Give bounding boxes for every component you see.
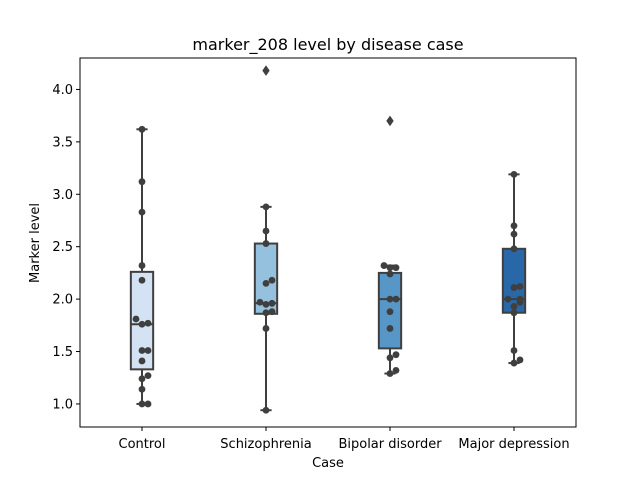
data-point — [386, 295, 394, 303]
data-point — [144, 400, 152, 408]
data-point — [144, 347, 152, 354]
data-point — [392, 264, 400, 272]
data-point — [138, 357, 146, 365]
chart-title: marker_208 level by disease case — [192, 35, 463, 55]
data-point — [262, 279, 270, 287]
y-tick-label: 1.0 — [52, 397, 73, 412]
x-tick-label: Major depression — [458, 437, 569, 452]
y-axis: 1.0 1.5 2.0 2.5 3.0 3.5 4.0 — [52, 83, 80, 412]
data-point — [138, 208, 146, 216]
data-point — [510, 222, 518, 230]
y-tick-label: 3.5 — [52, 135, 73, 150]
data-point — [138, 276, 146, 284]
data-point — [386, 308, 394, 316]
data-point — [144, 372, 152, 380]
plot-area — [80, 58, 576, 427]
data-point — [516, 356, 524, 364]
data-point — [138, 178, 146, 186]
plot-marks — [129, 65, 527, 414]
data-point — [386, 370, 394, 377]
data-point — [268, 308, 276, 316]
data-point — [138, 262, 146, 269]
data-point — [132, 315, 140, 323]
data-point — [138, 347, 146, 354]
data-point — [138, 320, 146, 328]
box-iqr — [129, 270, 155, 371]
data-point — [262, 325, 270, 332]
data-point — [510, 347, 518, 354]
data-point — [262, 309, 270, 317]
data-point — [386, 264, 394, 272]
data-point — [138, 400, 146, 408]
data-point — [392, 366, 400, 374]
y-tick-label: 3.0 — [52, 188, 73, 203]
data-point — [392, 351, 400, 359]
data-point — [268, 299, 276, 307]
data-point — [510, 170, 518, 178]
data-point — [262, 240, 270, 247]
data-point — [262, 300, 270, 308]
data-point — [138, 125, 146, 133]
data-point — [504, 295, 512, 303]
x-tick-label: Control — [119, 437, 166, 452]
y-tick-label: 2.5 — [52, 240, 73, 255]
data-point — [268, 276, 276, 284]
data-point — [510, 359, 518, 367]
data-point — [516, 295, 524, 303]
data-point — [386, 270, 394, 278]
y-tick-label: 4.0 — [52, 83, 73, 98]
plot-frame — [79, 57, 577, 428]
data-point — [516, 283, 524, 290]
data-point — [138, 385, 146, 393]
data-point — [256, 298, 264, 306]
data-point — [510, 284, 518, 291]
outlier-marker — [262, 65, 270, 76]
data-point — [510, 230, 518, 238]
data-point — [138, 375, 146, 383]
x-axis: Control Schizophrenia Bipolar disorder Majo… — [119, 427, 570, 452]
box-group — [129, 128, 155, 405]
data-point — [262, 227, 270, 235]
x-axis-title: Case — [312, 456, 344, 471]
data-point — [144, 319, 152, 327]
y-tick-label: 1.5 — [52, 345, 73, 360]
outlier-marker — [386, 115, 394, 127]
data-point — [262, 203, 270, 211]
x-tick-label: Schizophrenia — [220, 437, 311, 452]
data-point — [386, 325, 394, 332]
y-tick-label: 2.0 — [52, 293, 73, 308]
x-tick-label: Bipolar disorder — [338, 437, 442, 452]
data-point — [386, 354, 394, 362]
data-point — [380, 262, 388, 269]
y-axis-title: Marker level — [28, 203, 43, 283]
data-point — [262, 406, 270, 414]
data-point — [510, 303, 518, 310]
data-point — [510, 245, 518, 253]
data-point — [392, 295, 400, 303]
data-point — [510, 309, 518, 317]
